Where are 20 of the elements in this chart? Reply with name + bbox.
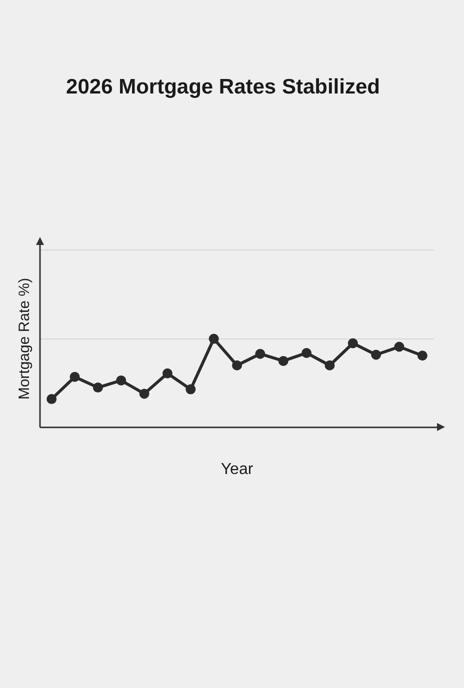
chart-title: 2026 Mortgage Rates Stabilized <box>66 75 380 98</box>
point <box>255 348 266 359</box>
point <box>162 368 172 378</box>
point <box>186 384 196 394</box>
point <box>46 394 57 404</box>
point <box>232 360 242 370</box>
point <box>139 388 150 399</box>
point <box>116 375 126 386</box>
point <box>348 338 358 348</box>
point <box>208 334 219 344</box>
point <box>371 350 382 360</box>
y-axis-title: Mortgage Rate %) <box>16 278 34 400</box>
point <box>302 348 312 358</box>
point <box>324 360 335 370</box>
x-axis-title: Year <box>220 460 254 478</box>
point <box>417 350 428 361</box>
point <box>70 372 80 382</box>
point <box>278 356 288 366</box>
point <box>92 382 103 393</box>
point <box>394 342 404 352</box>
